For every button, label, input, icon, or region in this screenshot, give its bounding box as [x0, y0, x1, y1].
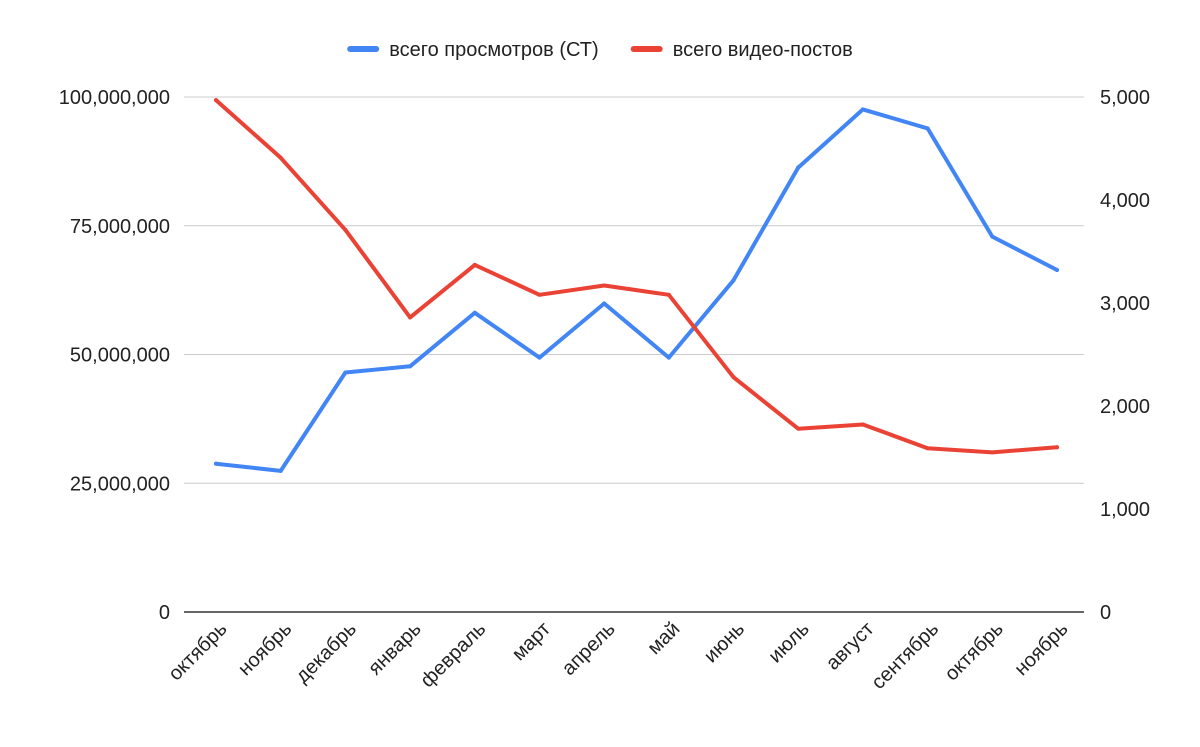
- series-1-point: [602, 301, 607, 306]
- right-axis-tick-label: 0: [1100, 602, 1111, 624]
- series-lines: [214, 98, 1059, 473]
- series-2-point: [666, 292, 671, 297]
- right-axis-tick-label: 5,000: [1100, 87, 1150, 109]
- right-y-axis: 0 1,000 2,000 3,000 4,000 5,000: [1100, 87, 1150, 624]
- series-line-1: [214, 107, 1059, 473]
- series-2-point: [1055, 445, 1059, 450]
- right-axis-tick-label: 2,000: [1100, 396, 1150, 418]
- series-2-point: [472, 262, 477, 267]
- series-line-2: [214, 98, 1059, 455]
- series-1-point: [214, 461, 218, 466]
- series-2-point: [860, 422, 865, 427]
- series-1-point: [278, 468, 283, 473]
- x-axis-category-label: октябрь: [941, 618, 1008, 685]
- series-2-point: [796, 426, 801, 431]
- series-1-point: [343, 370, 348, 375]
- legend: всего просмотров (СТ) всего видео-постов: [347, 39, 853, 61]
- left-axis-tick-label: 25,000,000: [70, 473, 170, 495]
- legend-swatch: [630, 46, 663, 52]
- x-axis-category-label: апрель: [558, 618, 620, 680]
- left-y-axis: 0 25,000,000 50,000,000 75,000,000 100,000,0…: [59, 87, 170, 624]
- series-1-point: [796, 165, 801, 170]
- x-axis-category-label: ноябрь: [1010, 618, 1072, 680]
- x-axis-category-label: сентябрь: [867, 618, 943, 694]
- gridlines: [184, 96, 1084, 613]
- legend-swatch: [347, 46, 380, 52]
- x-axis-category-label: август: [822, 618, 879, 675]
- series-1-point: [472, 310, 477, 315]
- x-axis-category-label: ноябрь: [234, 618, 296, 680]
- x-axis-category-label: декабрь: [292, 618, 361, 687]
- series-2-point: [925, 446, 930, 451]
- legend-label: всего видео-постов: [673, 39, 853, 61]
- series-2-point: [990, 450, 995, 455]
- series-1-point: [408, 364, 413, 369]
- x-axis-category-label: май: [643, 618, 684, 659]
- x-axis-category-label: февраль: [416, 618, 490, 692]
- left-axis-tick-label: 75,000,000: [70, 216, 170, 238]
- series-1-point: [537, 355, 542, 360]
- x-axis-category-label: июль: [764, 618, 813, 667]
- series-1-point: [990, 234, 995, 239]
- legend-label: всего просмотров (СТ): [389, 39, 598, 61]
- x-axis-category-label: март: [508, 618, 555, 665]
- left-axis-tick-label: 0: [159, 602, 170, 624]
- left-axis-tick-label: 50,000,000: [70, 345, 170, 367]
- x-axis-category-label: январь: [364, 618, 425, 679]
- right-axis-tick-label: 1,000: [1100, 499, 1150, 521]
- left-axis-tick-label: 100,000,000: [59, 87, 170, 109]
- series-2-point: [731, 375, 736, 380]
- series-2-point: [278, 155, 283, 160]
- series-2-point: [602, 283, 607, 288]
- series-1-point: [666, 355, 671, 360]
- series-1-point: [1055, 268, 1059, 273]
- series-2-point: [343, 227, 348, 232]
- x-axis-category-label: июнь: [700, 618, 749, 667]
- series-1-point: [731, 278, 736, 283]
- legend-item-1: всего просмотров (СТ): [347, 39, 599, 61]
- right-axis-tick-label: 3,000: [1100, 293, 1150, 315]
- series-1-point: [925, 126, 930, 131]
- series-2-point: [214, 98, 218, 103]
- series-1-point: [860, 107, 865, 112]
- x-axis-category-label: октябрь: [164, 618, 231, 685]
- series-2-point: [408, 315, 413, 320]
- legend-item-2: всего видео-постов: [630, 39, 853, 61]
- right-axis-tick-label: 4,000: [1100, 190, 1150, 212]
- series-2-point: [537, 292, 542, 297]
